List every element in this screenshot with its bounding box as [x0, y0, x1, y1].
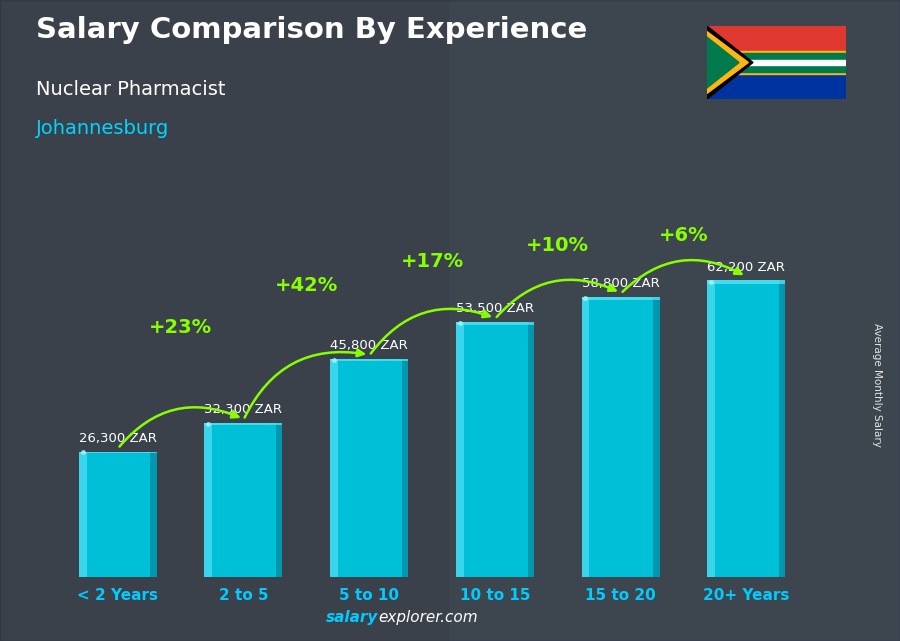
Bar — [204, 423, 283, 425]
Bar — [0, 0, 450, 641]
Bar — [276, 423, 283, 577]
Text: explorer.com: explorer.com — [378, 610, 478, 625]
Bar — [330, 358, 338, 577]
Text: 53,500 ZAR: 53,500 ZAR — [456, 302, 534, 315]
Bar — [706, 53, 846, 72]
Text: 62,200 ZAR: 62,200 ZAR — [707, 261, 785, 274]
Bar — [653, 297, 660, 577]
Text: 45,800 ZAR: 45,800 ZAR — [330, 339, 408, 352]
Bar — [402, 358, 408, 577]
Text: salary: salary — [326, 610, 378, 625]
Text: Average Monthly Salary: Average Monthly Salary — [872, 322, 883, 447]
Text: Salary Comparison By Experience: Salary Comparison By Experience — [36, 16, 587, 44]
Bar — [581, 297, 660, 577]
Text: +17%: +17% — [400, 253, 464, 272]
Bar — [706, 64, 846, 99]
Bar — [150, 451, 157, 577]
Bar — [581, 297, 590, 577]
Text: 26,300 ZAR: 26,300 ZAR — [79, 432, 157, 445]
Bar — [707, 280, 786, 284]
Bar — [779, 280, 786, 577]
Bar — [456, 322, 464, 577]
Bar — [706, 60, 846, 62]
Bar — [527, 322, 534, 577]
Polygon shape — [706, 31, 749, 94]
Bar — [78, 451, 157, 577]
Bar — [330, 358, 408, 362]
Bar — [456, 322, 534, 577]
Polygon shape — [706, 26, 753, 99]
Bar — [706, 51, 846, 74]
Bar — [204, 423, 212, 577]
Bar — [581, 297, 660, 300]
Text: 58,800 ZAR: 58,800 ZAR — [581, 277, 660, 290]
Bar — [706, 63, 846, 65]
Text: +10%: +10% — [526, 236, 590, 255]
Polygon shape — [706, 37, 739, 88]
Bar — [78, 451, 157, 453]
Bar — [706, 26, 846, 61]
Bar — [456, 322, 534, 325]
Bar — [204, 423, 283, 577]
Bar — [78, 451, 86, 577]
Bar — [707, 280, 716, 577]
Bar — [450, 0, 900, 641]
Bar — [706, 54, 846, 71]
Text: +23%: +23% — [149, 318, 212, 337]
Bar — [707, 280, 786, 577]
Bar — [330, 358, 408, 577]
Text: Nuclear Pharmacist: Nuclear Pharmacist — [36, 80, 226, 99]
Text: +6%: +6% — [659, 226, 708, 244]
Text: Johannesburg: Johannesburg — [36, 119, 169, 138]
Text: +42%: +42% — [274, 276, 338, 296]
Text: 32,300 ZAR: 32,300 ZAR — [204, 403, 283, 416]
